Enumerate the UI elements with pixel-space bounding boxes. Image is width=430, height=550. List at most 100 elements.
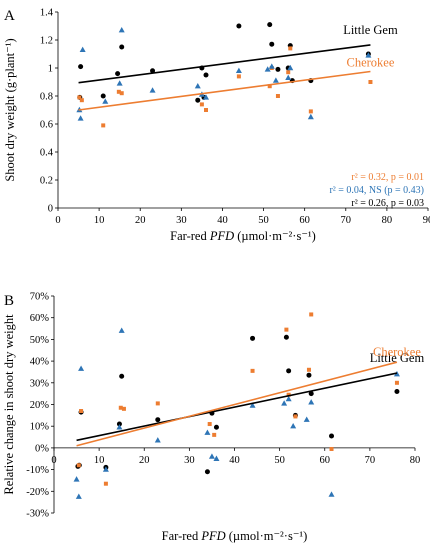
y-tick-label: 0.8 [40,92,53,103]
data-point [116,424,123,430]
y-tick-label: -30% [26,509,49,520]
trend-line [78,70,371,111]
data-point [286,368,292,374]
data-point [119,373,125,379]
data-point [394,380,399,385]
data-point [115,71,121,77]
data-point [212,432,217,437]
data-point [250,335,256,341]
data-point [118,327,125,333]
y-tick-label: 0 [48,204,53,215]
data-point [213,424,219,430]
data-point [308,109,313,114]
data-point [119,91,124,96]
series-cherokee [76,312,399,486]
x-tick-label: 50 [258,215,269,226]
data-point [328,491,335,497]
x-axis-title-suffix: (µmol·m⁻²·s⁻¹) [234,229,316,243]
data-point [329,446,334,451]
data-point [149,87,156,93]
y-tick-label: -10% [26,465,49,476]
data-point [204,429,211,435]
data-point [116,89,121,94]
data-point [368,80,373,84]
series-series-2 [73,327,400,499]
x-tick-label: 60 [299,215,310,226]
y-tick-label: 0.6 [40,120,53,131]
data-point [155,417,161,423]
data-point [121,406,126,411]
trend-line [76,372,398,442]
data-point [307,113,314,120]
x-axis-title-prefix: Far-red [162,529,202,543]
series-cherokee [77,46,373,128]
panel-label: B [4,293,14,309]
data-point [101,123,106,128]
data-point [154,437,161,443]
data-point [365,52,372,58]
x-tick-label: 20 [135,215,146,226]
data-point [283,334,289,340]
data-point [73,476,80,482]
data-point [281,400,288,406]
data-point [194,83,201,89]
data-point [309,312,314,317]
data-point [103,481,108,486]
trend-label: Cherokee [346,56,394,70]
x-tick-label: 10 [94,455,105,466]
stats-annotation: r² = 0.26, p = 0.03 [351,198,424,209]
data-point [308,391,314,397]
data-point [118,405,123,410]
panel-label: A [4,8,15,24]
data-point [100,93,106,99]
data-point [75,493,82,499]
data-point [267,84,272,89]
y-tick-label: 50% [30,335,50,346]
data-point [207,422,212,427]
data-point [275,66,281,72]
data-point [308,399,315,405]
trend-label: Little Gem [370,351,425,365]
x-tick-label: 0 [55,215,60,226]
data-point [235,67,242,73]
data-point [329,433,335,439]
x-tick-label: 80 [410,455,421,466]
y-tick-label: 60% [30,313,50,324]
x-tick-label: 70 [341,215,352,226]
data-point [286,70,291,75]
data-point [236,74,241,79]
x-tick-label: 0 [51,455,56,466]
x-axis-title: Far-red PFD (µmol·m⁻²·s⁻¹) [162,529,308,543]
stats-annotation: r² = 0.04, NS (p = 0.43) [329,185,424,196]
x-tick-label: 70 [365,455,376,466]
x-axis-title: Far-red PFD (µmol·m⁻²·s⁻¹) [170,229,316,243]
data-point [119,44,125,50]
x-tick-label: 50 [274,455,285,466]
y-axis-title: Relative change in shoot dry weight [2,314,16,495]
data-point [269,41,275,47]
series-series-2 [76,27,372,121]
data-point [306,372,312,378]
y-tick-label: 30% [30,378,50,389]
x-tick-label: 40 [229,455,240,466]
y-tick-label: 40% [30,357,50,368]
x-tick-label: 30 [176,215,187,226]
trend-label: Little Gem [343,23,398,37]
data-point [150,68,156,74]
data-point [77,115,84,121]
data-point [268,63,275,69]
trend-line [78,44,371,84]
x-tick-label: 10 [94,215,105,226]
x-axis-title-suffix: (µmol·m⁻²·s⁻¹) [226,529,308,543]
y-tick-label: 70% [30,292,50,303]
x-axis-title-italic: PFD [200,529,225,543]
panel-b-chart: B -30% -20% -10% 0% 10% 20% 30% 40% 50% 60% 70% 0 10 2… [2,292,424,544]
x-axis-title-prefix: Far-red [170,229,210,243]
data-point [203,94,209,100]
data-point [275,94,280,98]
data-point [264,66,271,72]
data-point [249,402,256,408]
y-tick-label: -20% [26,487,49,498]
x-tick-label: 20 [139,455,150,466]
data-point [306,367,311,372]
